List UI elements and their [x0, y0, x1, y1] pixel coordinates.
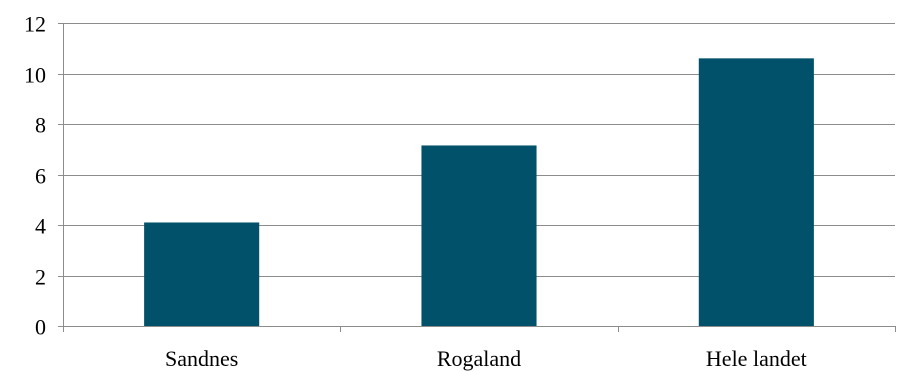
y-tick-label-2: 2 [35, 265, 46, 290]
x-axis-category-labels: Sandnes Rogaland Hele landet [165, 346, 807, 371]
bar-hele-landet [698, 58, 814, 326]
y-tick-label-8: 8 [35, 113, 46, 138]
y-tick-label-10: 10 [24, 63, 46, 88]
y-tick-label-12: 12 [24, 12, 46, 37]
bars [144, 58, 814, 326]
y-tick-label-0: 0 [35, 315, 46, 340]
y-tick-label-4: 4 [35, 214, 46, 239]
y-tick-label-6: 6 [35, 164, 46, 189]
x-category-label-hele-landet: Hele landet [706, 346, 807, 371]
bar-rogaland [421, 145, 537, 326]
x-category-label-sandnes: Sandnes [165, 346, 238, 371]
bar-sandnes [144, 222, 260, 326]
y-axis-tick-labels: 0 2 4 6 8 10 12 [24, 12, 46, 340]
axes [58, 23, 896, 332]
x-category-label-rogaland: Rogaland [437, 346, 521, 371]
